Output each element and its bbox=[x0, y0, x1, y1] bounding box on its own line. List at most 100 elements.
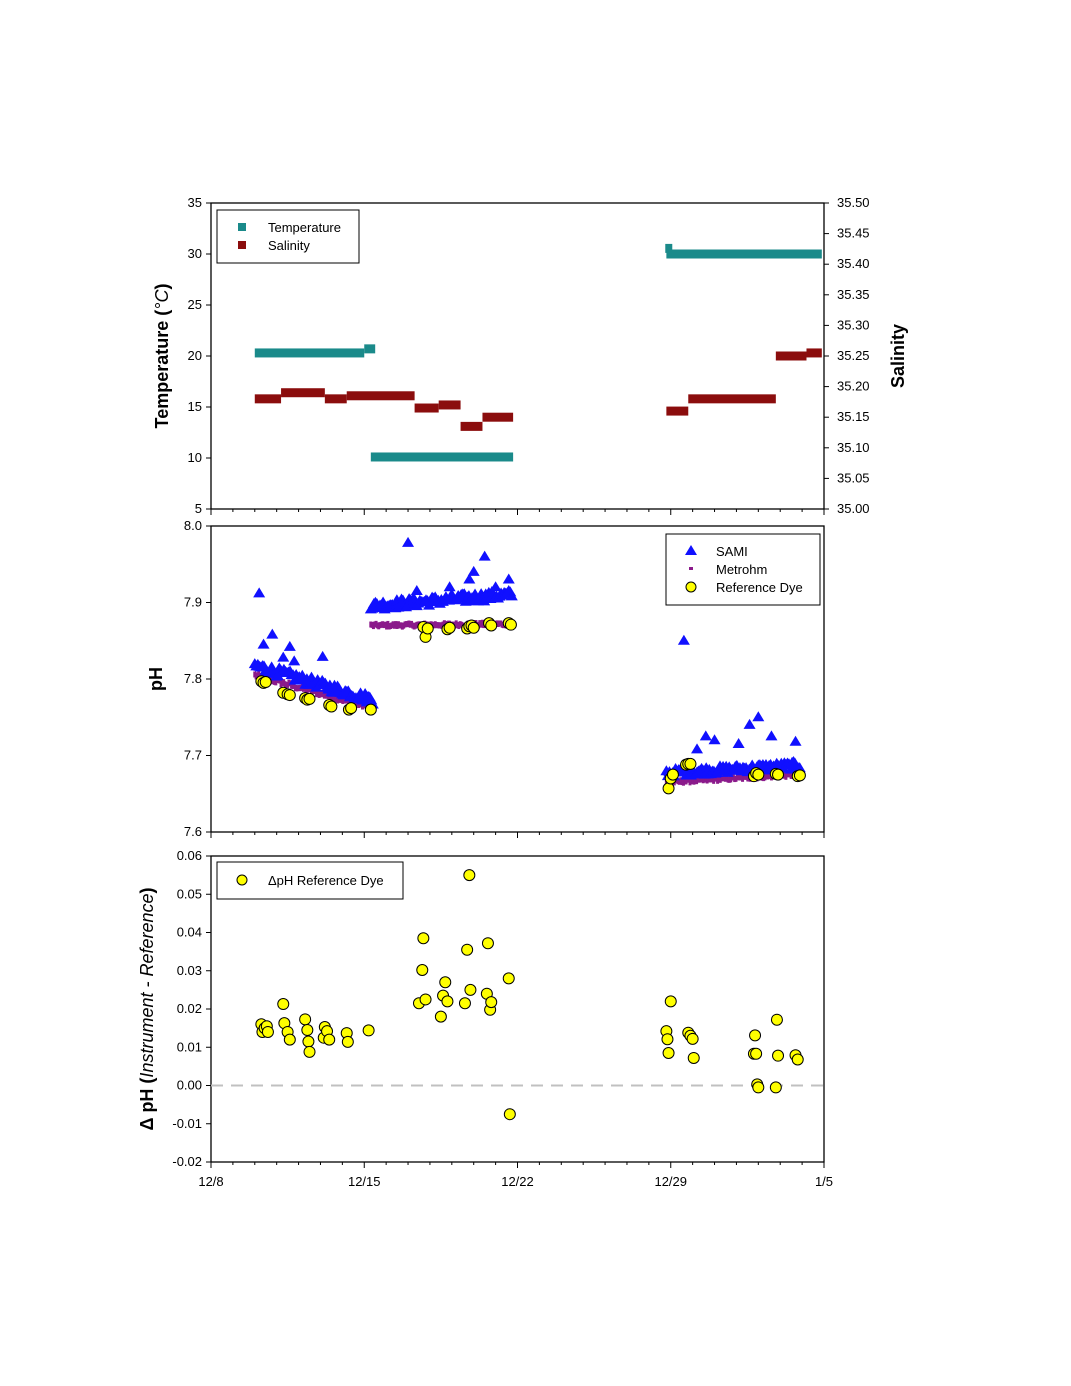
delta-ph-point bbox=[261, 1025, 274, 1038]
panel-ph: 7.6 7.7 7.8 7.9 8.0 SAMI Metrohm Reference D… bbox=[146, 518, 825, 839]
y-tick-label-left: 7.8 bbox=[184, 671, 202, 686]
y-tick-label-right: 35.20 bbox=[837, 379, 870, 394]
sami-point bbox=[752, 711, 765, 722]
y-tick-label-left: 20 bbox=[188, 348, 202, 363]
legend-marker-temperature bbox=[238, 223, 246, 231]
plot-frame-delta-ph bbox=[210, 855, 825, 1163]
delta-ph-point bbox=[419, 993, 432, 1006]
temperature-segment bbox=[254, 348, 365, 358]
x-tick-label: 12/8 bbox=[198, 1174, 223, 1189]
reference-dye-point bbox=[504, 618, 517, 631]
reference-dye-point bbox=[485, 619, 498, 632]
y-axis-title-ph: pH bbox=[146, 667, 166, 691]
sami-point bbox=[478, 550, 491, 561]
temperature-segment bbox=[364, 344, 376, 354]
sami-point bbox=[463, 573, 476, 584]
legend-marker-sami bbox=[685, 545, 697, 555]
y-tick-label-left: 5 bbox=[195, 501, 202, 516]
delta-ph-point bbox=[439, 976, 452, 989]
reference-dye-point bbox=[684, 757, 697, 770]
y-tick-label-left: 0.00 bbox=[177, 1078, 202, 1093]
delta-ph-point bbox=[686, 1032, 699, 1045]
delta-ph-point bbox=[664, 995, 677, 1008]
reference-dye-point bbox=[364, 703, 377, 716]
sami-point bbox=[402, 536, 415, 547]
sami-point bbox=[502, 573, 515, 584]
reference-dye-point bbox=[793, 769, 806, 782]
legend-label-sami: SAMI bbox=[716, 544, 748, 559]
sami-point bbox=[677, 634, 690, 645]
x-tick-label: 1/5 bbox=[815, 1174, 833, 1189]
sami-point bbox=[467, 565, 480, 576]
salinity-segment bbox=[482, 412, 514, 422]
y-axis-title-salinity: Salinity bbox=[888, 324, 908, 388]
sami-point bbox=[743, 718, 756, 729]
legend-ph: SAMI Metrohm Reference Dye bbox=[665, 533, 821, 606]
delta-ph-point bbox=[461, 943, 474, 956]
legend-label-reference-dye: Reference Dye bbox=[716, 580, 803, 595]
reference-dye-point bbox=[443, 621, 456, 634]
y-tick-label-right: 35.45 bbox=[837, 226, 870, 241]
temperature-point bbox=[665, 243, 673, 253]
delta-ph-point bbox=[299, 1013, 312, 1026]
metrohm-point bbox=[334, 694, 338, 701]
y-tick-label-right: 35.30 bbox=[837, 317, 870, 332]
sami-point bbox=[789, 735, 802, 746]
delta-ph-point bbox=[769, 1081, 782, 1094]
y-axis-title-delta-ph: Δ pH (Instrument - Reference) bbox=[137, 887, 157, 1130]
panel-delta-ph: -0.02 -0.01 0.00 0.01 0.02 0.03 0.04 0.05 0.06 Δ… bbox=[137, 848, 825, 1169]
x-tick-label: 12/22 bbox=[501, 1174, 534, 1189]
y-axis-title-delta-ph-italic: Instrument - Reference bbox=[137, 893, 157, 1077]
sami-point bbox=[443, 581, 456, 592]
y-tick-label-right: 35.05 bbox=[837, 470, 870, 485]
delta-ph-point bbox=[687, 1051, 700, 1064]
x-tick-label: 12/15 bbox=[348, 1174, 381, 1189]
temperature-segment bbox=[370, 452, 514, 462]
delta-ph-point bbox=[303, 1045, 316, 1058]
salinity-segment bbox=[806, 348, 822, 358]
sami-point bbox=[253, 587, 266, 598]
delta-ph-point bbox=[441, 995, 454, 1008]
delta-ph-point bbox=[463, 869, 476, 882]
metrohm-point bbox=[269, 675, 273, 682]
legend-box bbox=[216, 209, 360, 264]
y-tick-label-right: 35.00 bbox=[837, 501, 870, 516]
reference-dye-point bbox=[467, 621, 480, 634]
delta-ph-point bbox=[458, 997, 471, 1010]
y-axis-title-temperature-end: ) bbox=[152, 284, 172, 290]
delta-ph-point bbox=[302, 1035, 315, 1048]
y-axis-title-temperature-unit: °C bbox=[152, 289, 172, 310]
panel-temperature-salinity: 5 10 15 20 25 30 35 35.00 35.05 35.10 35.15 35.20 35… bbox=[152, 195, 908, 516]
delta-ph-point bbox=[417, 932, 430, 945]
y-tick-label-left: 0.06 bbox=[177, 848, 202, 863]
salinity-segment bbox=[254, 394, 282, 404]
y-tick-label-right: 35.25 bbox=[837, 348, 870, 363]
legend-marker-salinity bbox=[238, 241, 246, 249]
delta-ph-marks bbox=[211, 869, 824, 1121]
salinity-segment bbox=[346, 391, 415, 401]
temperature-segment bbox=[666, 249, 822, 259]
delta-ph-point bbox=[362, 1024, 375, 1037]
delta-ph-point bbox=[749, 1029, 762, 1042]
y-tick-label-left: -0.02 bbox=[172, 1154, 202, 1169]
delta-ph-point bbox=[283, 1033, 296, 1046]
legend-delta-ph: ΔpH Reference Dye bbox=[216, 861, 404, 900]
sami-point bbox=[407, 592, 420, 603]
sami-point bbox=[283, 640, 296, 651]
y-axis-title-delta-ph-end: ) bbox=[137, 887, 157, 893]
delta-ph-point bbox=[772, 1049, 785, 1062]
y-tick-label-left: 0.01 bbox=[177, 1039, 202, 1054]
delta-ph-point bbox=[277, 998, 290, 1011]
delta-ph-point bbox=[341, 1035, 354, 1048]
delta-ph-point bbox=[416, 963, 429, 976]
metrohm-point bbox=[292, 681, 296, 688]
delta-ph-point bbox=[502, 972, 515, 985]
metrohm-point bbox=[278, 677, 282, 684]
salinity-segment bbox=[688, 394, 776, 404]
y-tick-label-left: 8.0 bbox=[184, 518, 202, 533]
y-tick-label-left: 15 bbox=[188, 399, 202, 414]
delta-ph-point bbox=[661, 1033, 674, 1046]
y-tick-label-left: 7.6 bbox=[184, 824, 202, 839]
salinity-segment bbox=[324, 394, 347, 404]
salinity-segment bbox=[460, 421, 483, 431]
